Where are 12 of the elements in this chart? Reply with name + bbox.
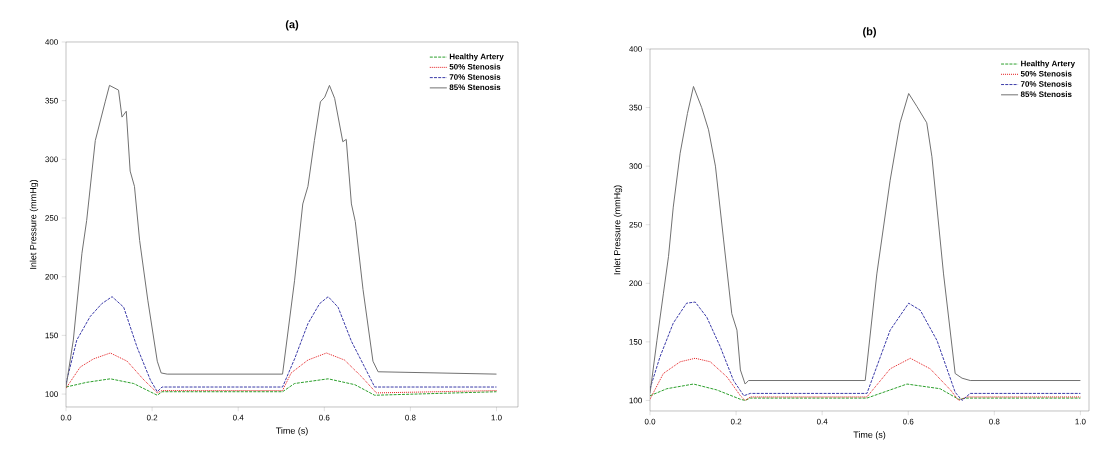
line-series <box>650 301 1081 401</box>
x-axis-title: Time (s) <box>275 427 308 436</box>
line-series <box>650 383 1081 401</box>
line-series <box>66 352 497 394</box>
chart-title: (b) <box>863 27 876 38</box>
chart-title: (a) <box>285 20 299 31</box>
line-series <box>66 378 497 396</box>
y-axis-title: Inlet Pressure (mmHg) <box>29 179 39 269</box>
x-axis-title: Time (s) <box>853 431 886 440</box>
y-axis-title: Inlet Pressure (mmHg) <box>613 185 623 275</box>
line-series <box>66 296 497 393</box>
line-series <box>650 357 1081 401</box>
